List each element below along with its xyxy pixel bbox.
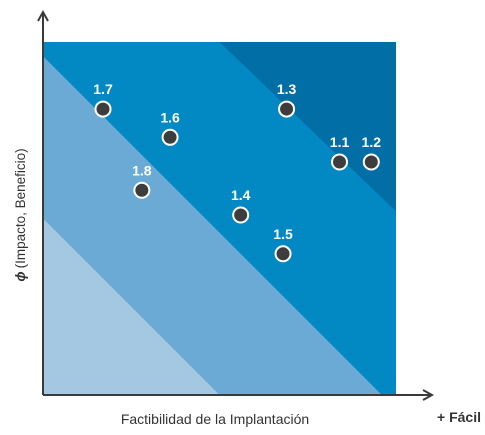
point-marker xyxy=(274,245,292,263)
point-label: 1.6 xyxy=(160,109,180,125)
point-marker xyxy=(362,153,380,171)
point-label: 1.2 xyxy=(362,134,382,150)
point-label: 1.8 xyxy=(132,162,152,178)
point-label: 1.3 xyxy=(277,81,297,97)
point-label: 1.4 xyxy=(231,187,251,203)
y-axis-label-text: (Impacto, Beneficio) xyxy=(13,148,28,268)
y-axis-arrow xyxy=(37,9,49,22)
x-axis-arrow xyxy=(422,389,435,401)
y-axis-label-group: ϕ (Impacto, Beneficio) xyxy=(13,148,28,281)
phi-symbol: ϕ xyxy=(13,271,28,281)
point-marker xyxy=(331,153,349,171)
point-label: 1.5 xyxy=(273,226,293,242)
y-axis-label: ϕ (Impacto, Beneficio) xyxy=(13,148,28,281)
point-label: 1.1 xyxy=(330,134,350,150)
axes xyxy=(37,9,435,401)
x-axis-label: Factibilidad de la Implantación xyxy=(121,411,309,427)
data-points: 1.1 1.2 1.3 1.4 1.5 1.6 1.7 1.8 xyxy=(93,81,382,263)
x-axis-end-label: + Fácil xyxy=(437,409,481,425)
data-point-1-1: 1.1 xyxy=(330,134,350,171)
data-point-1-5: 1.5 xyxy=(273,226,293,263)
data-point-1-2: 1.2 xyxy=(362,134,382,171)
point-marker xyxy=(161,128,179,146)
point-marker xyxy=(94,100,112,118)
priority-zones xyxy=(43,42,396,396)
point-marker xyxy=(133,181,151,199)
point-marker xyxy=(232,206,250,224)
data-point-1-4: 1.4 xyxy=(231,187,251,224)
data-point-1-3: 1.3 xyxy=(277,81,297,118)
data-point-1-6: 1.6 xyxy=(160,109,180,146)
data-point-1-8: 1.8 xyxy=(132,162,152,199)
point-label: 1.7 xyxy=(93,81,113,97)
point-marker xyxy=(278,100,296,118)
data-point-1-7: 1.7 xyxy=(93,81,113,118)
zone-low xyxy=(43,218,220,395)
